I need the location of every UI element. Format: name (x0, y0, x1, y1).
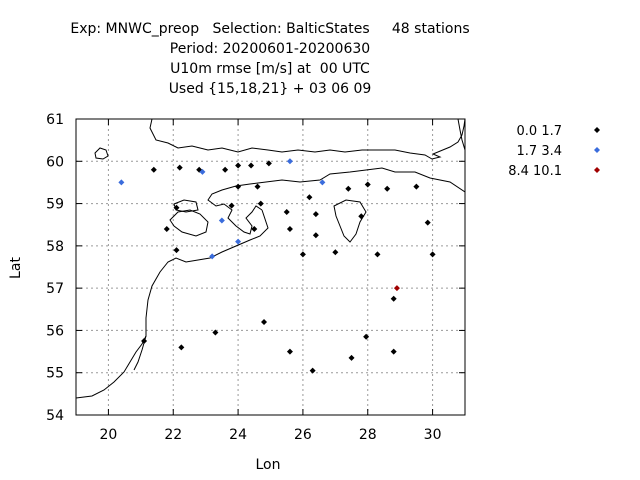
data-point (212, 329, 219, 336)
data-point (286, 348, 293, 355)
data-point (141, 338, 148, 344)
data-point (228, 202, 235, 209)
lake-ladoga-edge (457, 119, 465, 151)
data-point (235, 238, 242, 245)
y-tick-label: 61 (46, 112, 64, 128)
chart-title-line-3: U10m rmse [m/s] at 00 UTC (170, 61, 370, 77)
data-point (248, 162, 255, 169)
data-point (283, 209, 290, 216)
data-point (390, 348, 397, 355)
data-point (176, 164, 183, 171)
data-point (424, 219, 431, 226)
x-tick-label: 30 (424, 427, 442, 443)
data-point (384, 185, 391, 192)
data-point (209, 253, 216, 260)
x-tick-label: 22 (164, 427, 182, 443)
data-point (178, 344, 185, 351)
data-point (235, 183, 242, 190)
data-point (163, 225, 170, 232)
data-point (358, 213, 365, 220)
data-point (319, 179, 326, 186)
x-axis-label: Lon (256, 457, 281, 473)
chart-title-line-4: Used {15,18,21} + 03 06 09 (168, 81, 372, 97)
x-tick-label: 26 (294, 427, 312, 443)
legend: 0.0 1.7 1.7 3.4 8.4 10.1 (508, 124, 600, 179)
data-point (173, 247, 180, 254)
data-point (348, 354, 355, 361)
data-point (251, 225, 258, 232)
coastline-latvia-lithuania (76, 209, 269, 399)
data-point (286, 225, 293, 232)
data-point (306, 194, 313, 201)
data-points (118, 158, 436, 374)
data-point (199, 168, 206, 175)
data-point (150, 166, 157, 173)
island-aland (94, 147, 109, 160)
x-tick-label: 28 (359, 427, 377, 443)
data-point (222, 166, 229, 173)
legend-marker (594, 127, 600, 133)
legend-marker (594, 147, 600, 153)
data-point (429, 251, 436, 258)
data-point (413, 183, 420, 190)
x-tick-label: 24 (229, 427, 247, 443)
data-point (235, 162, 242, 169)
y-tick-label: 54 (46, 408, 64, 424)
chart-title-line-2: Period: 20200601-20200630 (169, 41, 371, 57)
y-axis-label: Lat (8, 257, 24, 279)
data-point (265, 160, 272, 167)
axis-ticks: 20 22 24 26 28 30 54 55 56 57 58 59 60 61 (46, 112, 465, 443)
lake-peipus (333, 199, 367, 243)
data-point (218, 217, 225, 224)
y-tick-label: 55 (46, 366, 64, 382)
y-tick-label: 58 (46, 239, 64, 255)
coastline-estonia (207, 167, 465, 235)
legend-label: 1.7 3.4 (517, 144, 562, 159)
island-saaremaa (169, 209, 209, 237)
data-point (374, 251, 381, 258)
data-point (363, 333, 370, 340)
y-tick-label: 59 (46, 197, 64, 213)
y-tick-label: 56 (46, 323, 64, 339)
data-point (393, 285, 400, 292)
data-point (118, 179, 125, 186)
data-point (332, 249, 339, 256)
x-tick-label: 20 (100, 427, 118, 443)
data-point (254, 183, 261, 190)
legend-marker (594, 167, 600, 173)
data-point (312, 211, 319, 218)
data-point (312, 232, 319, 239)
data-point (173, 204, 180, 211)
data-point (345, 185, 352, 192)
data-point (309, 367, 316, 374)
plot-frame (75, 118, 466, 416)
data-point (299, 251, 306, 258)
y-tick-label: 57 (46, 281, 64, 297)
data-point (286, 158, 293, 165)
legend-label: 8.4 10.1 (508, 164, 562, 179)
data-point (261, 318, 268, 325)
chart-title-line-1: Exp: MNWC_preop Selection: BalticStates … (70, 21, 470, 37)
data-point (364, 181, 371, 188)
legend-label: 0.0 1.7 (517, 124, 562, 139)
data-point (257, 200, 264, 207)
y-tick-label: 60 (46, 154, 64, 170)
data-point (390, 295, 397, 302)
coastline-finland (149, 119, 465, 160)
grid (76, 119, 465, 415)
